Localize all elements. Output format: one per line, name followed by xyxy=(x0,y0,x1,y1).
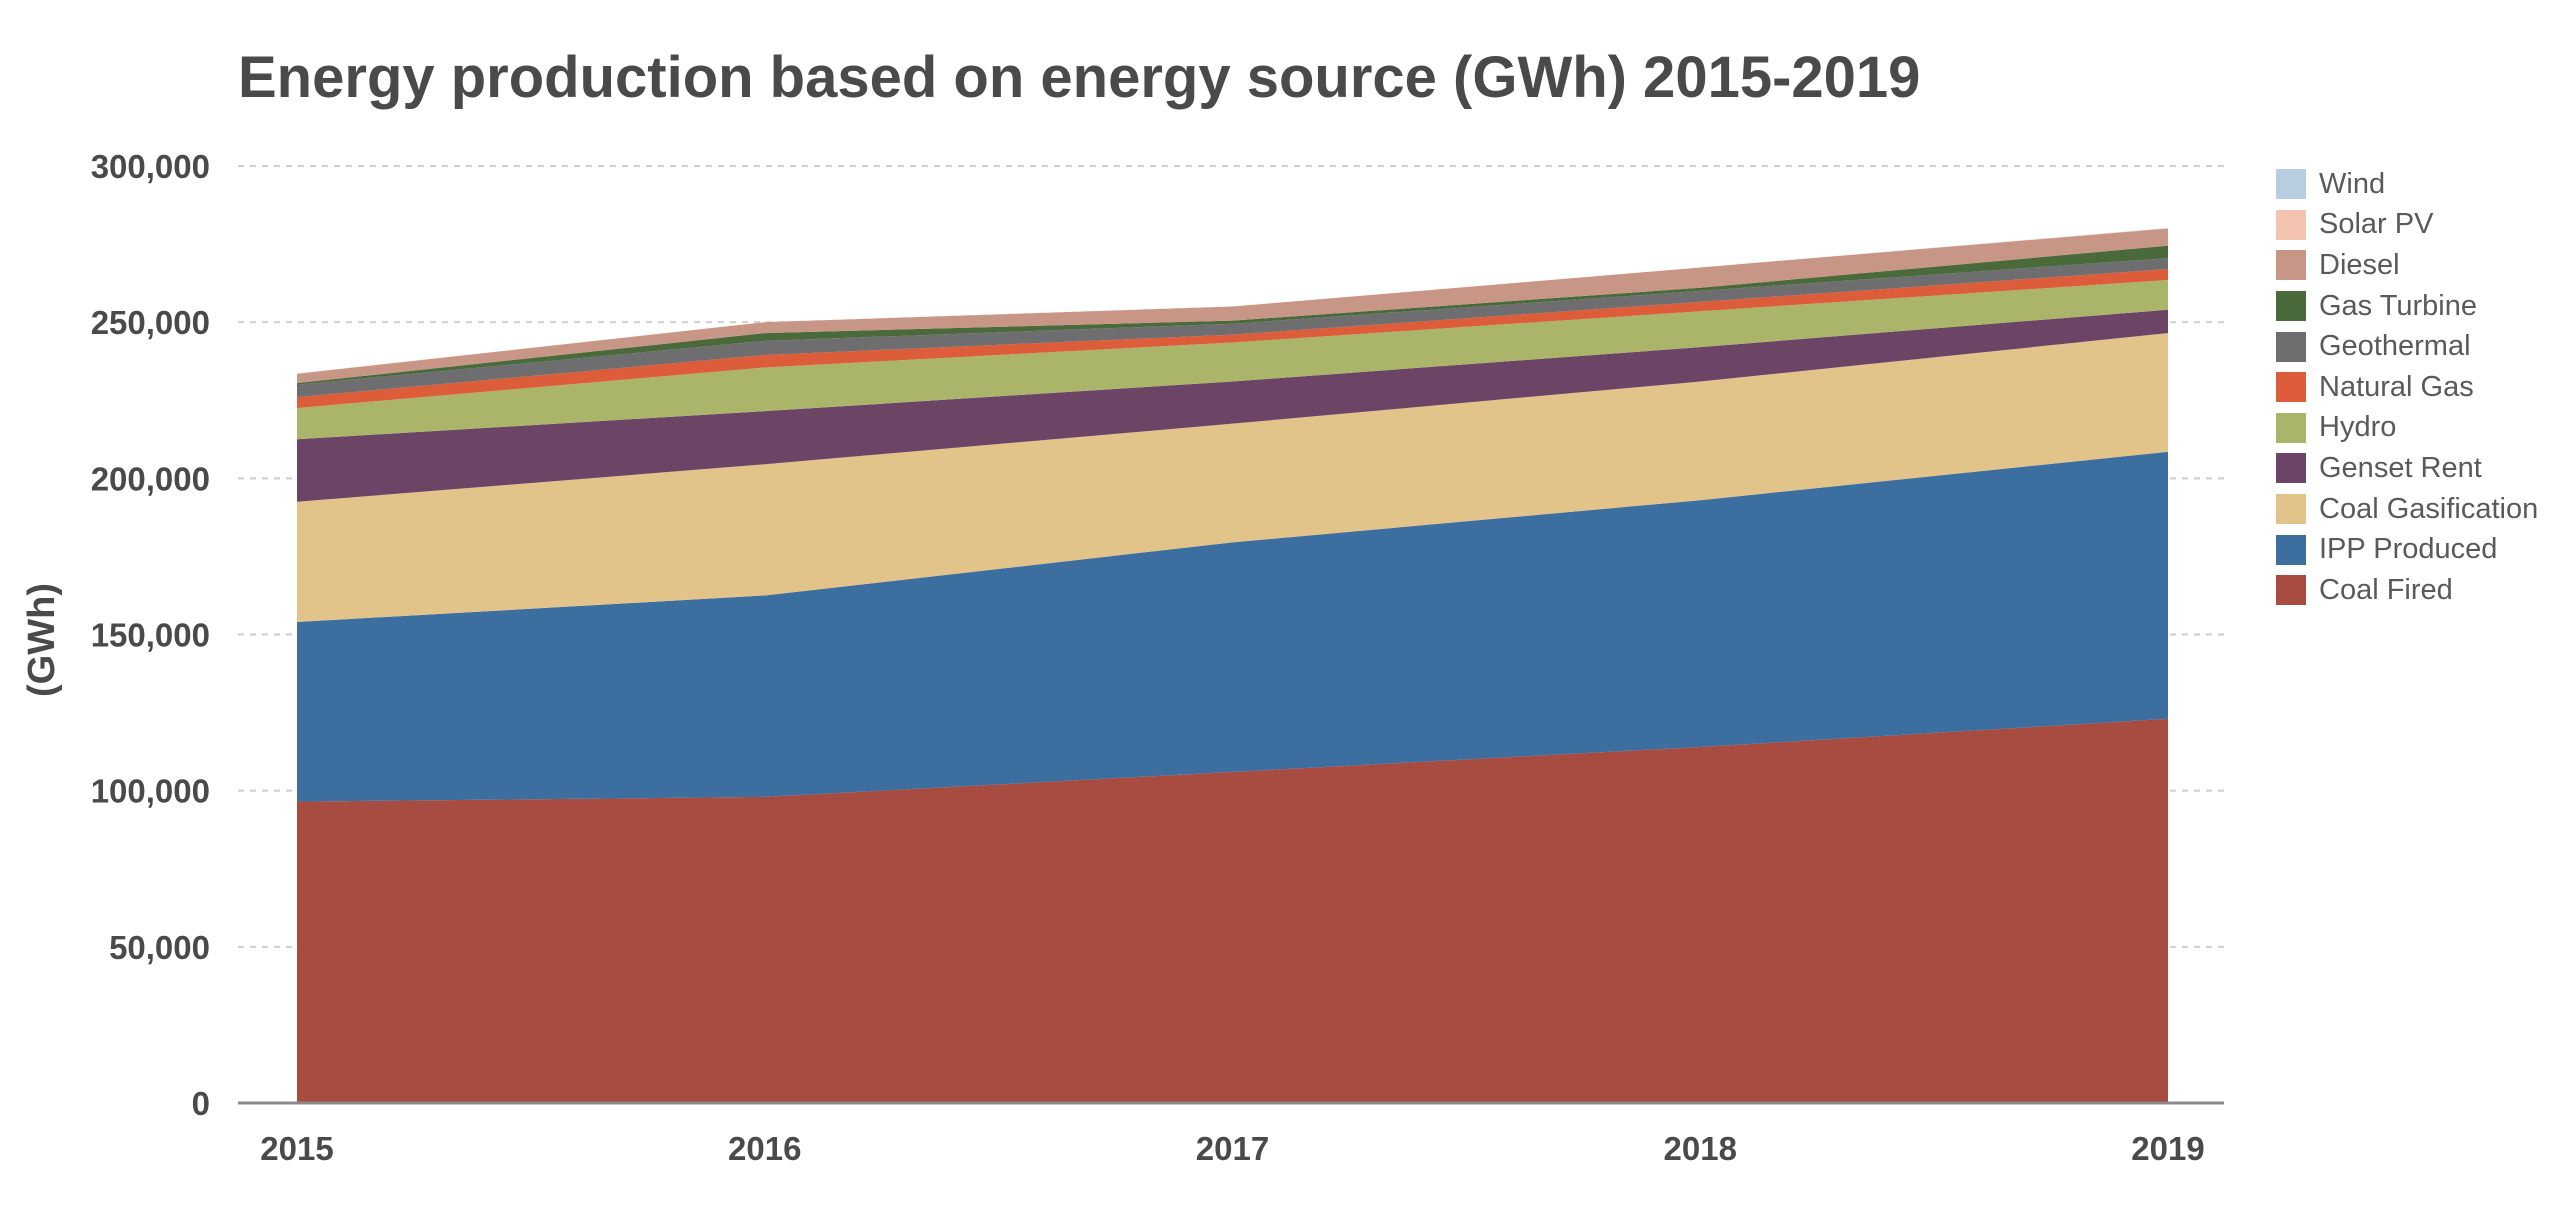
area-hydro xyxy=(297,280,2168,440)
y-tick-label: 250,000 xyxy=(91,304,210,341)
legend-item-coal-fired: Coal Fired xyxy=(2276,570,2538,611)
legend-swatch xyxy=(2276,534,2306,565)
legend-swatch xyxy=(2276,250,2306,281)
legend-label: Geothermal xyxy=(2319,330,2471,363)
y-tick-label: 300,000 xyxy=(91,148,210,185)
legend-label: Gas Turbine xyxy=(2319,289,2477,322)
area-coal-fired xyxy=(297,718,2168,1103)
legend-swatch xyxy=(2276,575,2306,606)
legend-swatch xyxy=(2276,169,2306,200)
legend-item-genset-rent: Genset Rent xyxy=(2276,448,2538,489)
area-coal-gasification xyxy=(297,333,2168,623)
y-tick-label: 50,000 xyxy=(109,929,210,966)
legend-label: Hydro xyxy=(2319,411,2397,444)
y-axis-label: (GWh) xyxy=(21,583,63,697)
legend-label: Coal Fired xyxy=(2319,573,2453,606)
x-tick-label: 2019 xyxy=(2131,1130,2204,1167)
area-ipp-produced xyxy=(297,451,2168,802)
legend-swatch xyxy=(2276,453,2306,484)
legend-swatch xyxy=(2276,494,2306,525)
y-axis-ticks: 0 50,000 100,000 150,000 200,000 250,000 300,0… xyxy=(91,148,210,1122)
x-tick-label: 2018 xyxy=(1664,1130,1737,1167)
legend-swatch xyxy=(2276,331,2306,362)
stacked-areas xyxy=(297,227,2168,1103)
legend-item-gas-turbine: Gas Turbine xyxy=(2276,286,2538,327)
legend-label: Genset Rent xyxy=(2319,451,2482,484)
y-tick-label: 0 xyxy=(192,1085,210,1122)
legend-label: Wind xyxy=(2319,167,2386,200)
legend-label: IPP Produced xyxy=(2319,533,2498,566)
area-geothermal xyxy=(297,258,2168,398)
legend-swatch xyxy=(2276,412,2306,443)
legend-item-hydro: Hydro xyxy=(2276,408,2538,449)
chart-title: Energy production based on energy source… xyxy=(238,45,1921,110)
legend: Wind Solar PV Diesel Gas Turbine Geothermal N… xyxy=(2276,164,2538,611)
y-tick-label: 100,000 xyxy=(91,773,210,810)
legend-label: Diesel xyxy=(2319,248,2400,281)
x-tick-label: 2016 xyxy=(728,1130,801,1167)
x-tick-label: 2017 xyxy=(1196,1130,1269,1167)
legend-item-ipp-produced: IPP Produced xyxy=(2276,529,2538,570)
legend-item-wind: Wind xyxy=(2276,164,2538,205)
legend-item-diesel: Diesel xyxy=(2276,245,2538,286)
legend-label: Natural Gas xyxy=(2319,370,2474,403)
legend-swatch xyxy=(2276,372,2306,403)
x-axis-ticks: 2015 2016 2017 2018 2019 xyxy=(260,1130,2204,1167)
area-genset-rent xyxy=(297,309,2168,502)
legend-item-natural-gas: Natural Gas xyxy=(2276,367,2538,408)
legend-item-solar-pv: Solar PV xyxy=(2276,205,2538,246)
y-tick-label: 150,000 xyxy=(91,617,210,654)
legend-label: Coal Gasification xyxy=(2319,492,2539,525)
legend-label: Solar PV xyxy=(2319,208,2434,241)
x-tick-label: 2015 xyxy=(260,1130,333,1167)
legend-item-geothermal: Geothermal xyxy=(2276,326,2538,367)
legend-swatch xyxy=(2276,209,2306,240)
area-natural-gas xyxy=(297,269,2168,409)
legend-swatch xyxy=(2276,291,2306,322)
legend-item-coal-gasification: Coal Gasification xyxy=(2276,489,2538,530)
y-tick-label: 200,000 xyxy=(91,460,210,497)
